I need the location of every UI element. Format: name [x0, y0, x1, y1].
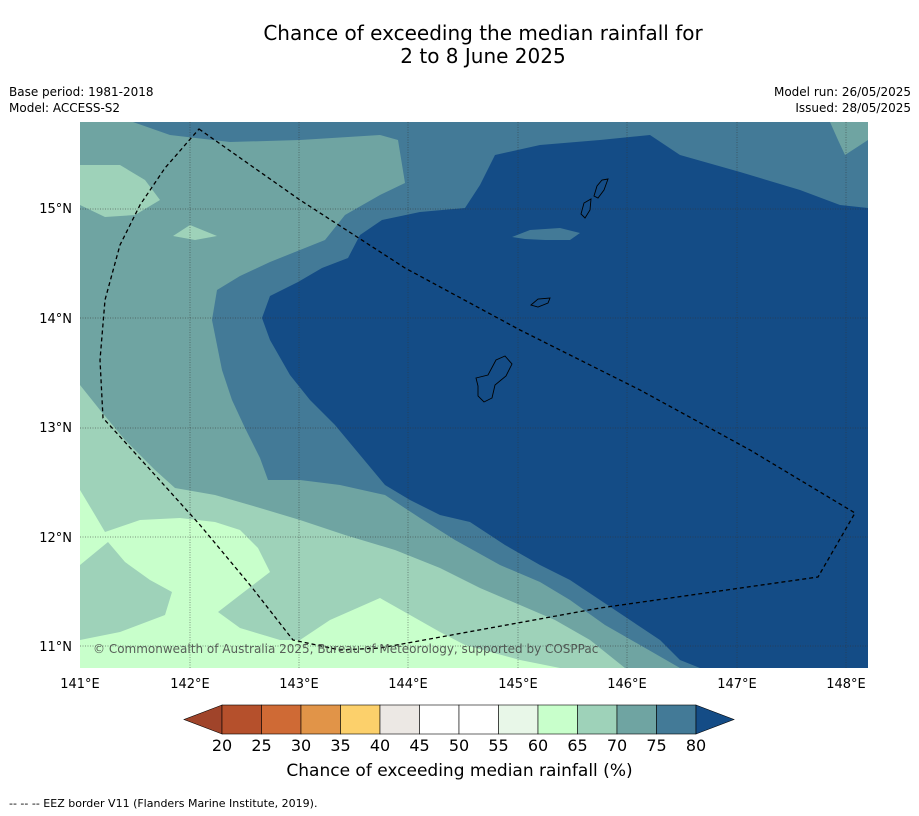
contour-65-70-island [80, 542, 172, 640]
colorbar-bin-6 [458, 704, 499, 735]
issued-date: Issued: 28/05/2025 [795, 101, 911, 115]
model-run: Model run: 26/05/2025 [773, 85, 911, 99]
lat-tick-15: 15°N [39, 202, 72, 217]
colorbar-tick-70: 70 [607, 736, 627, 755]
lon-tick-142: 142°E [170, 677, 210, 692]
colorbar-tick-60: 60 [528, 736, 548, 755]
lon-tick-141: 141°E [60, 677, 100, 692]
colorbar-bin-10 [616, 704, 657, 735]
lat-tick-12: 12°N [39, 531, 72, 546]
gridlines [80, 122, 868, 668]
lon-tick-148: 148°E [826, 677, 866, 692]
contour-75-80-island-patch [512, 228, 580, 240]
lat-tick-11: 11°N [39, 640, 72, 655]
lon-tick-labels: 141°E 142°E 143°E 144°E 145°E 146°E 147°… [60, 677, 866, 692]
lat-tick-labels: 15°N 14°N 13°N 12°N 11°N [39, 202, 72, 655]
colorbar-tick-65: 65 [567, 736, 587, 755]
copyright-note: © Commonwealth of Australia 2025, Bureau… [93, 642, 598, 656]
title-line-1: Chance of exceeding the median rainfall … [263, 21, 703, 45]
colorbar-tick-75: 75 [646, 736, 666, 755]
lon-tick-143: 143°E [279, 677, 319, 692]
colorbar-over-triangle [695, 704, 735, 735]
colorbar-bin-9 [577, 704, 618, 735]
colorbar-tick-20: 20 [212, 736, 232, 755]
colorbar-tick-45: 45 [409, 736, 429, 755]
colorbar-tick-40: 40 [370, 736, 390, 755]
colorbar: 20 25 30 35 40 45 50 55 60 65 70 75 80 [183, 704, 735, 755]
island-guam [475, 355, 513, 403]
colorbar-tick-25: 25 [251, 736, 271, 755]
map-title: Chance of exceeding the median rainfall … [0, 22, 919, 68]
contour-60-65-southwest [80, 490, 560, 668]
colorbar-tick-50: 50 [449, 736, 469, 755]
island-rota [530, 297, 551, 308]
lon-tick-145: 145°E [498, 677, 538, 692]
colorbar-title: Chance of exceeding median rainfall (%) [286, 761, 633, 781]
contour-80-plus [262, 135, 868, 668]
model-name: Model: ACCESS-S2 [9, 101, 121, 115]
colorbar-under-triangle [183, 704, 223, 735]
meta-left: Base period: 1981-2018 Model: ACCESS-S2 [9, 84, 154, 116]
colorbar-bin-7 [498, 704, 539, 735]
base-period: Base period: 1981-2018 [9, 85, 154, 99]
contour-65-70-northwest [80, 165, 160, 217]
colorbar-tick-35: 35 [330, 736, 350, 755]
colorbar-bin-3 [340, 704, 381, 735]
colorbar-bin-11 [656, 704, 697, 735]
islands [475, 178, 609, 403]
colorbar-tick-30: 30 [291, 736, 311, 755]
colorbar-bin-2 [300, 704, 341, 735]
colorbar-tick-80: 80 [686, 736, 706, 755]
colorbar-tick-55: 55 [488, 736, 508, 755]
title-line-2: 2 to 8 June 2025 [400, 44, 566, 68]
eez-border [99, 128, 856, 651]
meta-right: Model run: 26/05/2025 Issued: 28/05/2025 [774, 84, 911, 116]
lon-tick-147: 147°E [717, 677, 757, 692]
lat-tick-13: 13°N [39, 421, 72, 436]
colorbar-bin-1 [261, 704, 302, 735]
contour-65-70-small [173, 225, 217, 240]
lat-tick-14: 14°N [39, 312, 72, 327]
island-tinian [580, 198, 592, 219]
lon-tick-144: 144°E [388, 677, 428, 692]
colorbar-bin-4 [379, 704, 420, 735]
contour-70-75-northeast [830, 122, 868, 155]
eez-footer-note: -- -- -- EEZ border V11 (Flanders Marine… [9, 797, 318, 810]
colorbar-bin-0 [221, 704, 262, 735]
colorbar-bin-5 [419, 704, 460, 735]
lon-tick-146: 146°E [607, 677, 647, 692]
island-saipan [593, 178, 609, 199]
colorbar-bin-8 [537, 704, 578, 735]
